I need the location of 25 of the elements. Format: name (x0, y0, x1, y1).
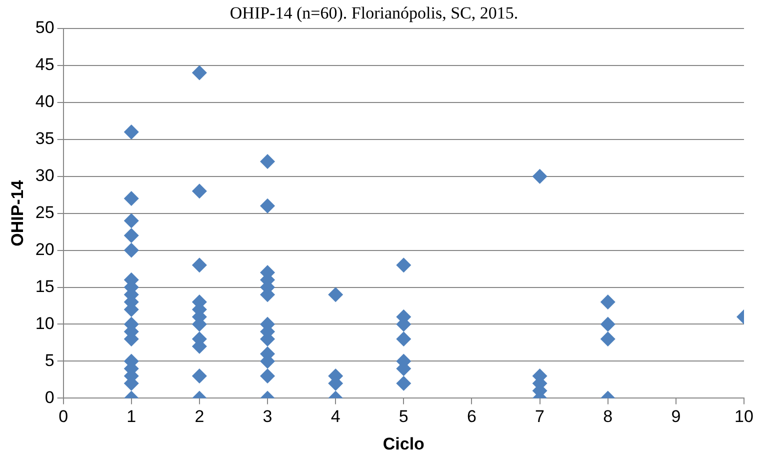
y-tick-label: 45 (35, 55, 54, 74)
y-tick-label: 40 (35, 92, 54, 112)
y-tick-label: 0 (44, 388, 54, 407)
y-tick-label: 50 (35, 18, 54, 38)
x-tick-label: 2 (194, 407, 204, 426)
y-tick-label: 35 (35, 129, 54, 148)
x-tick-label: 5 (398, 407, 408, 426)
x-tick-label: 3 (262, 407, 272, 426)
x-tick-label: 8 (603, 407, 613, 426)
x-tick-label: 6 (466, 407, 476, 426)
y-axis-title: OHIP-14 (8, 180, 27, 246)
x-axis-title: Ciclo (382, 434, 424, 454)
x-tick-label: 4 (330, 407, 340, 426)
x-tick-label: 9 (671, 407, 681, 426)
x-tick-label: 10 (734, 407, 754, 426)
y-tick-label: 15 (35, 276, 54, 296)
y-tick-label: 5 (44, 350, 54, 370)
x-tick-label: 1 (126, 407, 136, 426)
x-tick-label: 0 (58, 407, 68, 426)
y-tick-label: 30 (35, 166, 54, 186)
y-tick-label: 25 (35, 202, 54, 222)
y-tick-label: 20 (35, 240, 54, 259)
y-tick-label: 10 (35, 314, 54, 333)
chart-title: OHIP-14 (n=60). Florianópolis, SC, 2015. (230, 4, 518, 23)
x-tick-label: 7 (535, 407, 545, 426)
